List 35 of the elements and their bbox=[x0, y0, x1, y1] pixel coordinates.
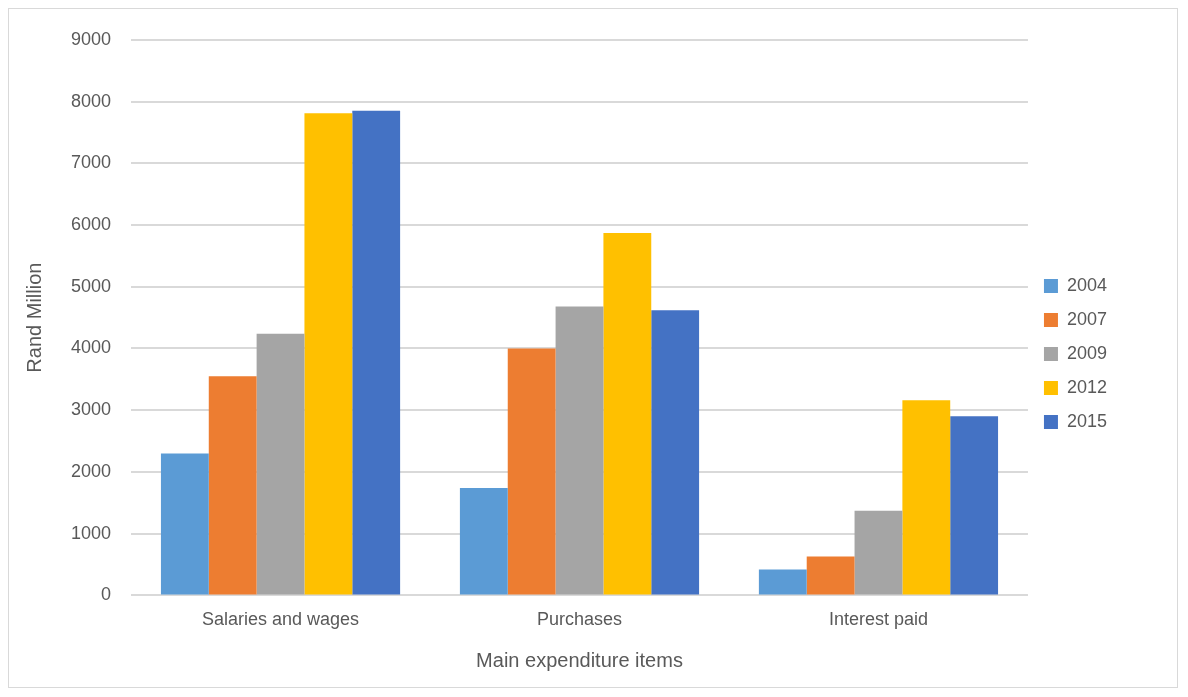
legend-label: 2015 bbox=[1066, 410, 1107, 431]
bar bbox=[603, 233, 652, 595]
bar bbox=[160, 453, 209, 595]
x-tick-label: Purchases bbox=[536, 609, 623, 630]
x-axis-title: Main expenditure items bbox=[476, 648, 683, 671]
y-axis-title: Rand Million bbox=[22, 262, 45, 373]
y-tick-label: 8000 bbox=[71, 90, 112, 111]
y-tick-label: 9000 bbox=[71, 28, 112, 49]
y-tick-label: 4000 bbox=[71, 337, 112, 358]
y-tick-label: 3000 bbox=[71, 399, 112, 420]
bar bbox=[555, 306, 604, 595]
y-tick-label: 6000 bbox=[71, 213, 112, 234]
bar bbox=[806, 556, 855, 595]
bar bbox=[208, 376, 257, 595]
legend-label: 2004 bbox=[1066, 274, 1107, 295]
y-tick-label: 7000 bbox=[71, 152, 112, 173]
legend-label: 2009 bbox=[1066, 342, 1107, 363]
y-tick-label: 0 bbox=[101, 584, 112, 605]
legend-label: 2012 bbox=[1066, 376, 1107, 397]
bar bbox=[352, 110, 401, 595]
bar bbox=[256, 333, 305, 595]
legend-label: 2007 bbox=[1066, 308, 1107, 329]
bar bbox=[758, 569, 807, 595]
bar bbox=[902, 400, 951, 595]
bar bbox=[304, 113, 353, 595]
x-tick-label: Interest paid bbox=[828, 609, 928, 630]
y-tick-label: 1000 bbox=[71, 522, 112, 543]
x-tick-label: Salaries and wages bbox=[201, 609, 360, 630]
y-tick-label: 2000 bbox=[71, 460, 112, 481]
bar bbox=[950, 416, 999, 595]
bar bbox=[651, 310, 700, 595]
bar bbox=[507, 348, 556, 595]
bar bbox=[459, 487, 508, 595]
bar bbox=[854, 510, 903, 595]
y-tick-label: 5000 bbox=[71, 275, 112, 296]
